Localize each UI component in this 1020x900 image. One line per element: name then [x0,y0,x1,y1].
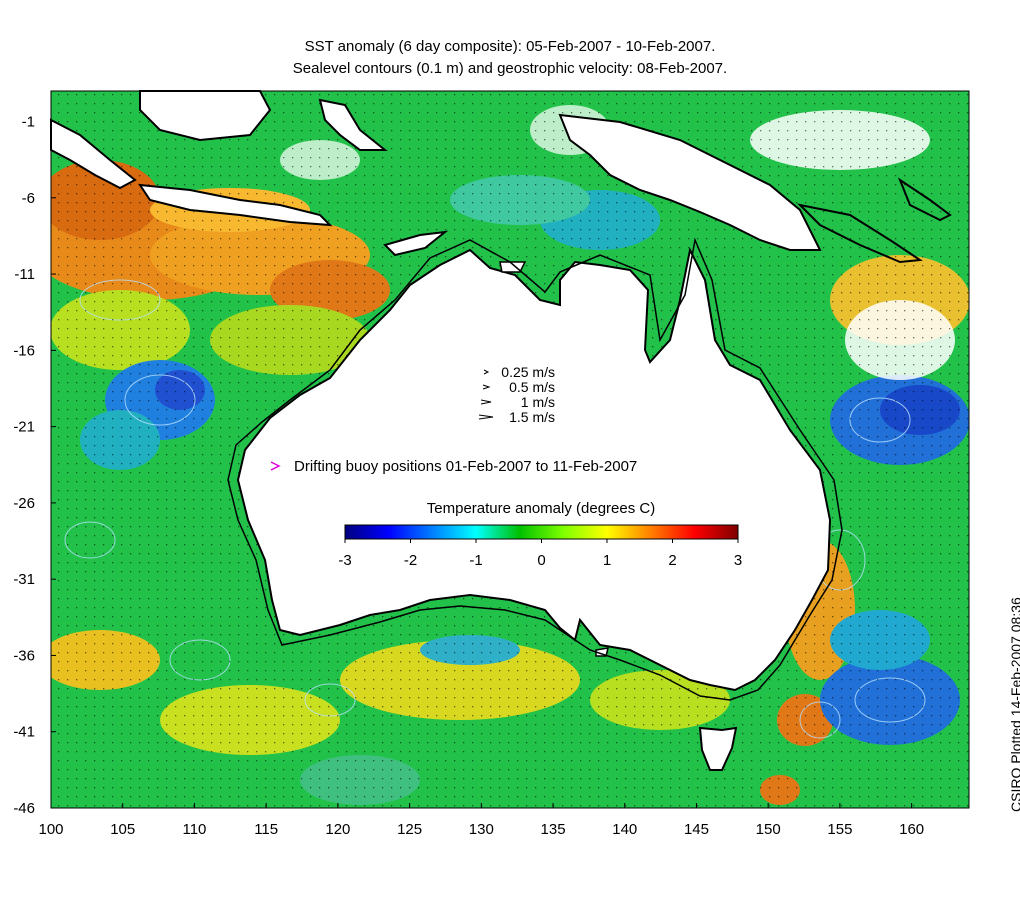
shelf-contour [227,237,843,701]
velocity-arrow-icon [483,369,490,375]
colorbar-tick-label: 3 [734,552,742,569]
y-tick-label: -6 [22,190,35,207]
y-tick-label: -16 [13,342,35,359]
map-title-line1: SST anomaly (6 day composite): 05-Feb-20… [304,38,716,55]
map-title-line2: Sealevel contours (0.1 m) and geostrophi… [292,60,728,77]
y-tick-label: -46 [13,800,35,817]
x-tick-label: 110 [182,821,206,838]
colorbar-tick-label: 1 [603,552,611,569]
y-tick-label: -41 [13,724,35,741]
y-tick-label: -21 [13,419,35,436]
x-tick-label: 100 [38,821,63,838]
y-axis: -1 -6 -11 -16 -21 -26 -31 -36 -41 -46 [13,114,56,817]
timor-landmass [383,230,449,257]
y-tick-label: -1 [22,114,35,131]
y-tick-label: -11 [14,266,35,283]
velocity-key-label: 1 m/s [521,394,555,410]
velocity-key-label: 0.25 m/s [501,364,555,380]
y-tick-label: -36 [13,647,35,664]
velocity-key-label: 0.5 m/s [509,379,555,395]
new-guinea-landmass [558,113,822,251]
velocity-arrow-icon [482,384,491,390]
velocity-arrow-icon [478,414,494,420]
colorbar-tick-label: -3 [338,552,351,569]
x-tick-label: 145 [684,821,709,838]
sumatra-landmass [50,118,137,190]
velocity-key: 0.25 m/s0.5 m/s1 m/s1.5 m/s [478,364,555,425]
y-tick-label: -26 [13,495,35,512]
x-tick-label: 155 [827,821,852,838]
colorbar-title: Temperature anomaly (degrees C) [427,500,655,517]
colorbar-tick-label: -1 [469,552,482,569]
colorbar-tick-label: 2 [668,552,676,569]
colorbar: Temperature anomaly (degrees C) -3 -2 -1 0 1… [338,500,742,569]
australia-landmass [236,246,832,692]
borneo-landmass [139,90,272,142]
x-tick-label: 125 [397,821,422,838]
x-tick-label: 135 [541,821,566,838]
buoy-legend: Drifting buoy positions 01-Feb-2007 to 1… [270,458,637,475]
x-tick-label: 150 [756,821,781,838]
x-tick-label: 120 [325,821,350,838]
buoy-legend-label: Drifting buoy positions 01-Feb-2007 to 1… [294,458,637,475]
solomon-islands [897,177,952,222]
sst-anomaly-field [51,91,969,808]
java-landmass [137,183,333,227]
colorbar-bar [344,524,739,540]
buoy-marker-icon [270,461,281,471]
colorbar-tick-label: -2 [404,552,417,569]
y-tick-label: -31 [13,571,35,588]
colorbar-tick-label: 0 [537,552,545,569]
x-tick-label: 140 [612,821,637,838]
tasmania-landmass [698,726,738,771]
x-tick-label: 105 [110,821,135,838]
plot-frame [50,90,970,809]
land-masses [50,90,952,771]
x-tick-label: 130 [469,821,494,838]
x-tick-label: 115 [254,821,278,838]
velocity-key-label: 1.5 m/s [509,409,555,425]
sulawesi-landmass [318,98,388,151]
velocity-arrow-icon [480,399,492,405]
plotted-timestamp-label: CSIRO Plotted 14-Feb-2007 08:36 [1008,597,1020,812]
x-axis: 100 105 110 115 120 125 130 135 140 145 150 155 160 [38,803,924,838]
x-tick-label: 160 [899,821,924,838]
new-britain-landmass [796,203,923,264]
